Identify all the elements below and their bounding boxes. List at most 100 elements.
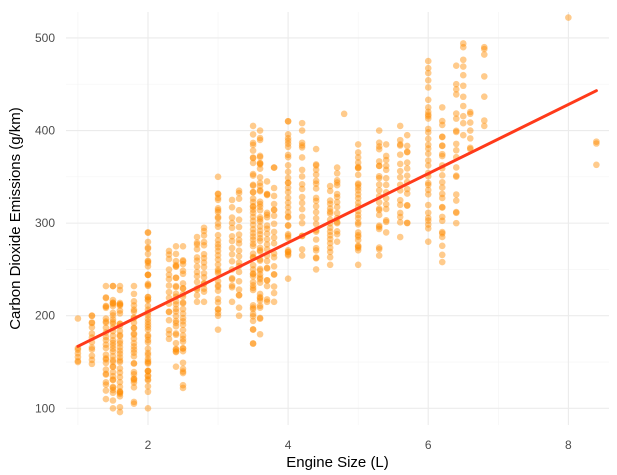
data-point [116, 327, 124, 335]
data-point [263, 191, 271, 198]
data-point [333, 203, 341, 211]
data-point [144, 333, 152, 340]
data-point [116, 390, 124, 398]
data-point [109, 376, 117, 384]
data-point [249, 217, 257, 225]
data-point [438, 117, 446, 125]
data-point [200, 224, 208, 232]
data-point [312, 145, 320, 153]
data-point [193, 257, 201, 265]
data-point [333, 177, 341, 184]
data-point [354, 187, 362, 194]
data-point [214, 237, 222, 244]
data-point [249, 182, 257, 189]
data-point [116, 331, 124, 339]
data-point [102, 324, 110, 332]
data-point [144, 245, 152, 252]
data-point [249, 313, 257, 320]
data-point [480, 73, 488, 80]
data-point [270, 240, 278, 247]
data-point [130, 302, 138, 309]
data-point [235, 286, 243, 293]
data-point [109, 358, 117, 366]
data-point [249, 213, 257, 221]
data-point [466, 108, 474, 116]
data-point [102, 333, 110, 341]
data-point [214, 194, 222, 202]
data-point [312, 244, 320, 252]
data-point [109, 299, 117, 307]
data-point [354, 261, 362, 269]
data-point [312, 208, 320, 216]
data-point [256, 271, 264, 278]
data-point [375, 244, 383, 251]
data-point [256, 274, 264, 281]
data-point [256, 246, 264, 254]
x-tick-label: 8 [565, 438, 572, 452]
data-point [102, 356, 110, 363]
data-point [102, 359, 110, 367]
data-point [438, 258, 446, 266]
data-point [172, 330, 180, 337]
data-point [263, 241, 271, 248]
data-point [284, 248, 292, 256]
data-point [88, 312, 96, 320]
data-point [375, 199, 383, 206]
data-point [116, 300, 124, 308]
data-point [354, 221, 362, 228]
data-point [102, 303, 110, 310]
data-point [270, 164, 278, 171]
data-point [256, 244, 264, 252]
data-point [284, 153, 292, 161]
data-point [214, 243, 222, 251]
data-point [200, 285, 208, 293]
data-point [312, 180, 320, 187]
data-point [284, 222, 292, 229]
data-point [284, 275, 292, 282]
data-point [214, 231, 222, 239]
data-point [109, 316, 117, 323]
data-point [144, 357, 152, 365]
data-point [256, 234, 264, 242]
data-point [396, 196, 404, 204]
data-point [179, 299, 187, 307]
data-point [298, 180, 306, 188]
trend-line [76, 89, 598, 348]
data-point [333, 170, 341, 177]
data-point [375, 158, 383, 165]
data-point [165, 335, 173, 343]
data-point [466, 135, 474, 142]
data-point [249, 340, 257, 347]
data-point [214, 208, 222, 216]
data-point [312, 166, 320, 173]
data-point [256, 206, 264, 214]
data-point [214, 213, 222, 221]
data-point [256, 275, 264, 283]
data-point [109, 299, 117, 306]
data-point [249, 198, 257, 206]
data-point [249, 181, 257, 189]
data-point [144, 321, 152, 328]
data-point [354, 194, 362, 202]
data-point [593, 161, 600, 169]
data-point [109, 302, 117, 310]
data-point [312, 266, 320, 273]
data-point [312, 162, 320, 169]
data-point [565, 14, 572, 21]
x-tick-label: 4 [285, 438, 292, 452]
data-point [144, 376, 152, 384]
data-point [116, 343, 124, 351]
data-point [109, 309, 117, 317]
data-point [263, 230, 271, 238]
data-point [256, 152, 264, 160]
data-point [116, 369, 124, 376]
data-point [284, 213, 292, 221]
data-point [228, 275, 236, 283]
data-point [214, 223, 222, 231]
data-point [235, 216, 243, 223]
data-point [214, 281, 222, 289]
data-point [270, 192, 278, 200]
data-point [256, 330, 264, 338]
data-point [214, 220, 222, 227]
data-point [284, 168, 292, 176]
